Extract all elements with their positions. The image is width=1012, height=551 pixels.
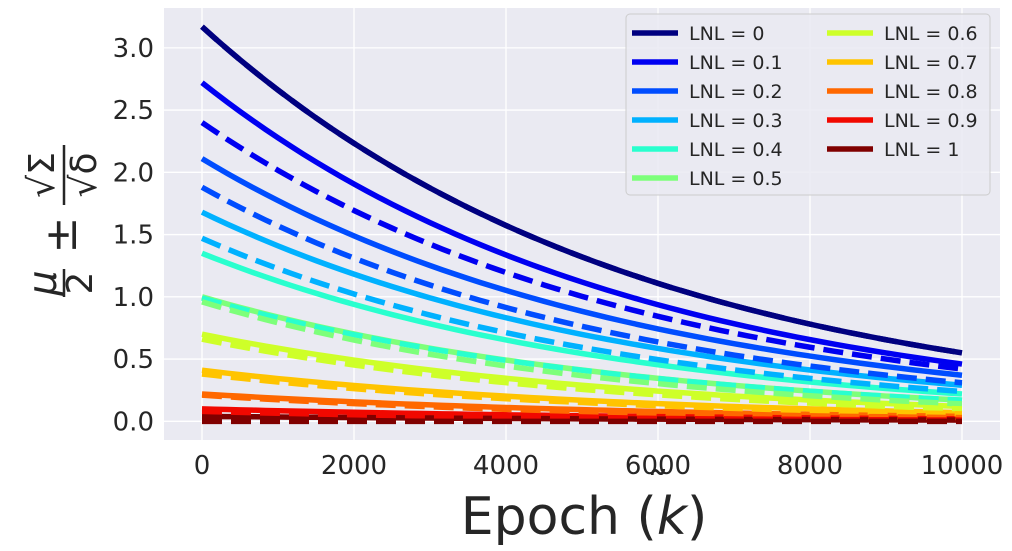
legend-label: LNL = 0.6 xyxy=(884,23,978,45)
x-tick-label: 6000 xyxy=(625,451,691,481)
series-line-dashed xyxy=(200,235,963,395)
series-line-dashed xyxy=(201,336,963,412)
series-line-dashed xyxy=(201,295,963,403)
series-line-dashed xyxy=(201,408,963,423)
x-axis-title-close: ) xyxy=(687,487,707,547)
y-tick-label: 1.5 xyxy=(113,221,154,251)
y-tick-label: 2.5 xyxy=(113,96,154,126)
y-tick-label: 0.0 xyxy=(113,407,154,437)
x-tick-labels: 0 2000 4000 6000 8000 10000 xyxy=(194,451,1004,481)
series-line-dashed xyxy=(200,120,963,372)
legend-label: LNL = 0.1 xyxy=(689,52,783,74)
legend-label: LNL = 0.2 xyxy=(689,81,783,103)
legend-label: LNL = 0.7 xyxy=(884,52,978,74)
legend-label: LNL = 0.3 xyxy=(689,110,783,132)
x-axis-title: Epoch (k) xyxy=(461,487,707,547)
x-axis-title-tilde: ˜ xyxy=(647,463,669,514)
x-axis-title-base: Epoch ( xyxy=(461,487,657,547)
x-tick-label: 10000 xyxy=(921,451,1004,481)
legend: LNL = 0 LNL = 0.1 LNL = 0.2 LNL = 0.3 LNL = … xyxy=(625,13,991,196)
x-tick-label: 2000 xyxy=(321,451,387,481)
y-tick-label: 2.0 xyxy=(113,158,154,188)
x-tick-label: 8000 xyxy=(777,451,843,481)
series-line-solid xyxy=(200,156,963,378)
series-line-dashed xyxy=(201,371,963,417)
series-line-solid xyxy=(200,250,963,397)
legend-label: LNL = 0.5 xyxy=(689,168,783,190)
y-label-pm: ± xyxy=(36,217,87,254)
legend-label: LNL = 0.9 xyxy=(884,110,978,132)
legend-label: LNL = 0.4 xyxy=(689,139,783,161)
series-line-solid xyxy=(200,209,963,388)
y-tick-label: 3.0 xyxy=(113,34,154,64)
legend-label: LNL = 0 xyxy=(689,23,764,45)
series-line-dashed xyxy=(200,184,963,386)
data-lines xyxy=(200,24,963,425)
legend-label: LNL = 1 xyxy=(884,139,959,161)
series-line-solid xyxy=(201,331,963,410)
series-line-dashed xyxy=(200,24,963,356)
y-tick-label: 0.5 xyxy=(113,345,154,375)
y-label-mu: μ xyxy=(20,270,66,296)
series-line-dashed xyxy=(201,392,963,421)
y-tick-label: 1.0 xyxy=(113,283,154,313)
legend-label: LNL = 0.8 xyxy=(884,81,978,103)
series-line-solid xyxy=(200,80,963,367)
y-label-delta: √δ xyxy=(64,153,105,198)
y-label-two: 2 xyxy=(60,272,101,295)
y-tick-labels: 0.0 0.5 1.0 1.5 2.0 2.5 3.0 xyxy=(113,34,154,437)
legend-frame xyxy=(625,13,991,196)
y-label-sigma: √Σ xyxy=(22,152,63,198)
y-axis-title: μ 2 ± √Σ √δ xyxy=(20,145,105,297)
x-tick-label: 0 xyxy=(194,451,211,481)
x-axis-title-var: k xyxy=(657,487,689,547)
x-tick-label: 4000 xyxy=(473,451,539,481)
series-line-dashed xyxy=(201,299,963,407)
